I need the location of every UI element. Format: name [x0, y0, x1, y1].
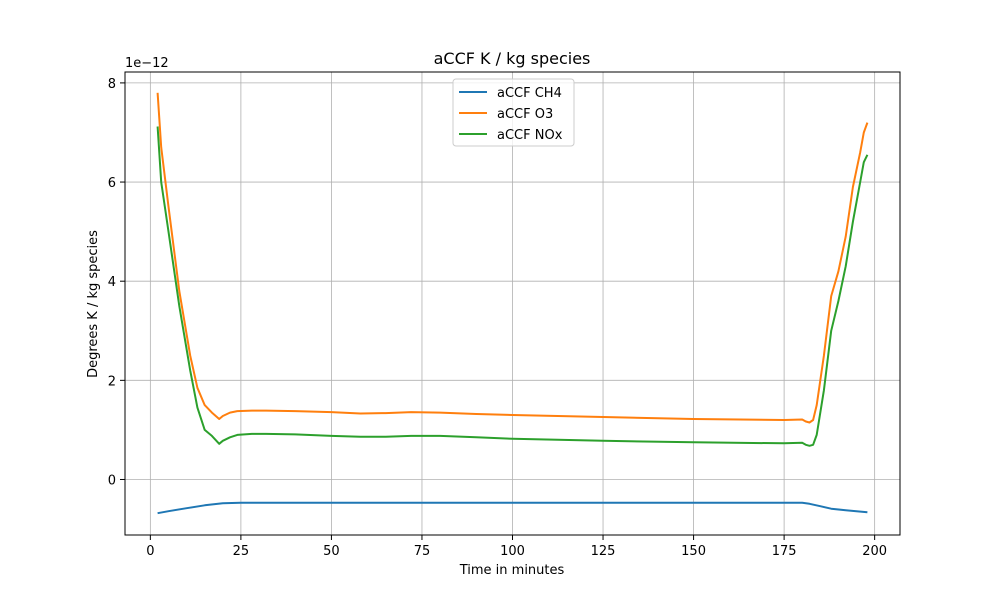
legend-label-accf-o3: aCCF O3	[497, 107, 553, 122]
tick-layer: 0 25 50 75 100 125 150 175 200 0 2 4 6 8	[108, 77, 887, 559]
x-tick-label: 150	[681, 544, 706, 559]
y-tick-label: 8	[108, 77, 116, 92]
y-tick-label: 0	[108, 473, 116, 488]
x-tick-label: 0	[146, 544, 154, 559]
series-layer	[156, 92, 869, 515]
x-tick-label: 125	[591, 544, 616, 559]
y-axis-offset-label: 1e−12	[125, 56, 169, 71]
legend-label-accf-nox: aCCF NOx	[497, 128, 563, 143]
legend: aCCF CH4 aCCF O3 aCCF NOx	[452, 78, 575, 147]
y-tick-label: 4	[108, 275, 116, 290]
series-line-accf-ch4	[157, 501, 868, 515]
x-tick-label: 100	[500, 544, 525, 559]
series-line-accf-nox	[156, 126, 869, 447]
chart-title: aCCF K / kg species	[434, 49, 591, 68]
y-tick-label: 6	[108, 176, 116, 191]
series-line-accf-o3	[156, 92, 869, 424]
x-tick-label: 50	[323, 544, 340, 559]
x-tick-label: 175	[772, 544, 797, 559]
legend-label-accf-ch4: aCCF CH4	[497, 86, 562, 101]
x-tick-label: 25	[233, 544, 250, 559]
x-axis-label: Time in minutes	[459, 563, 565, 578]
y-tick-label: 2	[108, 374, 116, 389]
x-tick-label: 75	[414, 544, 431, 559]
x-tick-label: 200	[862, 544, 887, 559]
legend-box	[452, 78, 575, 147]
y-axis-label: Degrees K / kg species	[86, 230, 101, 378]
